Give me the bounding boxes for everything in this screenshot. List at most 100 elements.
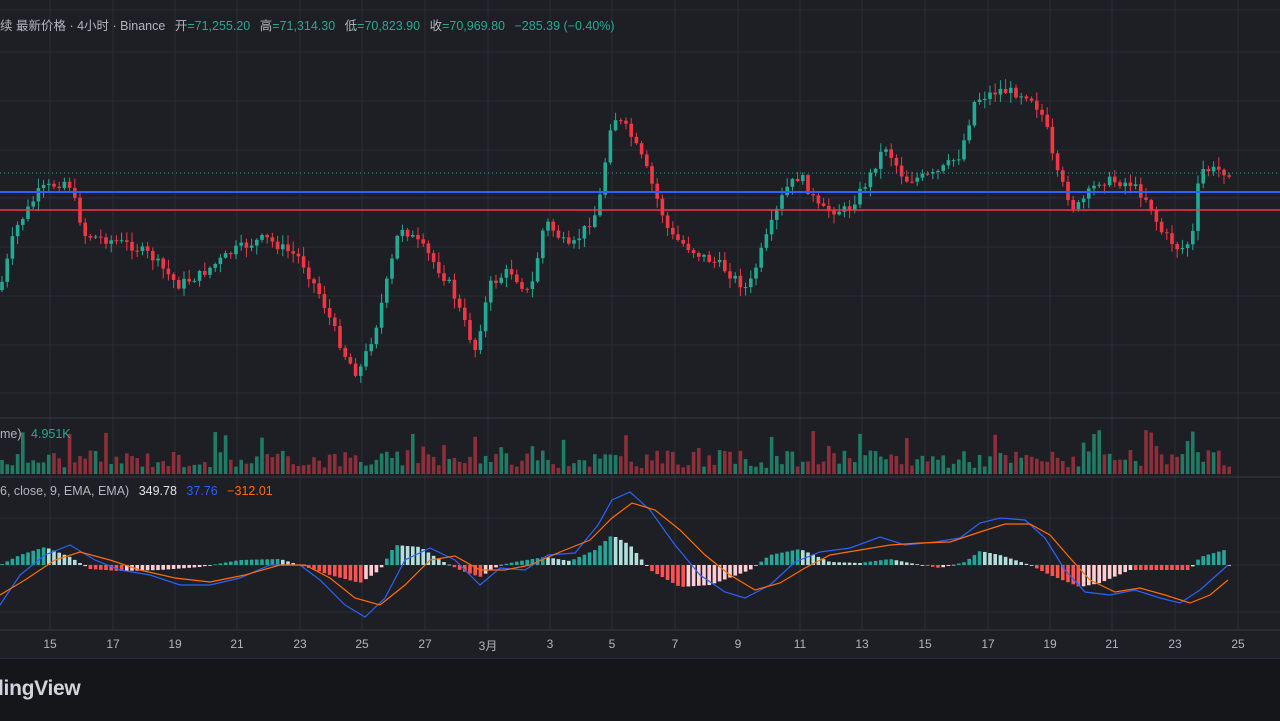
macd-histogram-bar [322, 565, 327, 574]
candle-body [379, 302, 384, 328]
candle-body [218, 257, 223, 265]
macd-histogram-bar [1191, 565, 1195, 567]
macd-histogram-bar [1222, 550, 1226, 565]
macd-histogram-bar [1071, 565, 1075, 585]
candle-body [1061, 170, 1065, 182]
macd-histogram-bar [1118, 565, 1122, 575]
volume-bar [421, 446, 425, 474]
volume-bar [67, 433, 72, 474]
volume-bar [1029, 456, 1034, 474]
candle-body [764, 234, 769, 248]
volume-bar [681, 467, 685, 474]
volume-bar [821, 461, 826, 474]
candle-body [213, 264, 217, 268]
candle-body [1071, 200, 1075, 210]
candle-body [1009, 87, 1013, 93]
candle-body [1087, 188, 1091, 199]
macd-histogram-bar [452, 565, 457, 568]
volume-bar [411, 433, 415, 474]
volume-bar [244, 463, 249, 474]
volume-bar [88, 450, 93, 474]
candle-body [426, 243, 431, 254]
volume-bar [988, 456, 992, 474]
macd-histogram-bar [697, 565, 701, 586]
volume-bar [561, 439, 566, 474]
macd-histogram-bar [281, 559, 285, 565]
candle-body [223, 253, 228, 258]
time-axis-tick: 3月 [478, 639, 498, 653]
volume-bar [556, 467, 561, 474]
volume-bar [114, 456, 119, 474]
macd-histogram-bar [712, 565, 717, 584]
volume-bar [1201, 461, 1205, 474]
macd-histogram-bar [608, 536, 613, 565]
volume-bar [21, 432, 25, 474]
volume-bar [723, 450, 727, 474]
volume-bar [712, 464, 717, 474]
candle-body [925, 173, 930, 175]
macd-histogram-bar [421, 549, 425, 565]
volume-bar [665, 450, 670, 474]
time-axis-tick: 9 [734, 637, 742, 651]
candle-body [26, 206, 30, 220]
volume-bar [515, 466, 519, 474]
candle-body [879, 151, 883, 169]
volume-bar [1050, 451, 1055, 474]
volume-value: 4.951K [31, 427, 71, 441]
macd-histogram-bar [369, 565, 373, 576]
macd-histogram-bar [863, 562, 867, 565]
macd-histogram-bar [483, 565, 488, 574]
macd-histogram-bar [62, 554, 67, 565]
candle-body [1139, 184, 1143, 198]
macd-histogram-bar [655, 565, 659, 575]
macd-histogram-bar [286, 561, 290, 565]
candle-body [1165, 232, 1169, 234]
macd-histogram-bar [145, 565, 150, 571]
macd-histogram-bar [1061, 565, 1065, 581]
time-axis-tick: 15 [43, 637, 57, 651]
macd-histogram-bar [463, 565, 467, 572]
macd-histogram-bar [171, 565, 176, 569]
macd-histogram-bar [468, 565, 472, 574]
candle-body [275, 241, 280, 250]
candle-body [156, 258, 160, 261]
macd-histogram-bar [587, 552, 592, 565]
macd-pane [0, 491, 1231, 618]
candle-body [1081, 198, 1086, 203]
macd-histogram-bar [572, 559, 576, 565]
macd-histogram-bar [1139, 565, 1143, 570]
volume-bar [842, 450, 847, 474]
volume-bar [645, 454, 649, 474]
volume-bar [619, 456, 623, 474]
volume-bar [5, 464, 9, 474]
volume-bar [93, 450, 98, 474]
volume-bar [660, 463, 665, 474]
candle-body [946, 160, 951, 166]
candle-body [395, 235, 399, 259]
candle-body [1133, 184, 1138, 187]
candle-body [1097, 184, 1101, 186]
volume-bar [307, 464, 311, 474]
candle-body [36, 188, 41, 202]
macd-histogram-bar [624, 542, 628, 565]
macd-histogram-bar [634, 553, 639, 565]
macd-histogram-bar [1035, 565, 1039, 569]
macd-histogram-bar [1217, 551, 1221, 565]
macd-histogram-bar [223, 562, 228, 565]
candle-body [322, 294, 327, 309]
volume-bar [1149, 432, 1153, 474]
candle-body [920, 173, 925, 178]
macd-histogram-bar [806, 552, 810, 565]
macd-histogram-bar [1087, 565, 1091, 586]
candle-body [343, 347, 347, 358]
macd-histogram-bar [941, 565, 945, 568]
macd-histogram-bar [494, 565, 498, 568]
volume-bar [463, 463, 467, 474]
volume-bar [847, 458, 852, 474]
candle-body [317, 283, 321, 295]
candle-body [145, 246, 150, 251]
volume-bar [795, 466, 800, 474]
candle-body [832, 210, 836, 215]
macd-histogram-bar [1206, 554, 1211, 565]
